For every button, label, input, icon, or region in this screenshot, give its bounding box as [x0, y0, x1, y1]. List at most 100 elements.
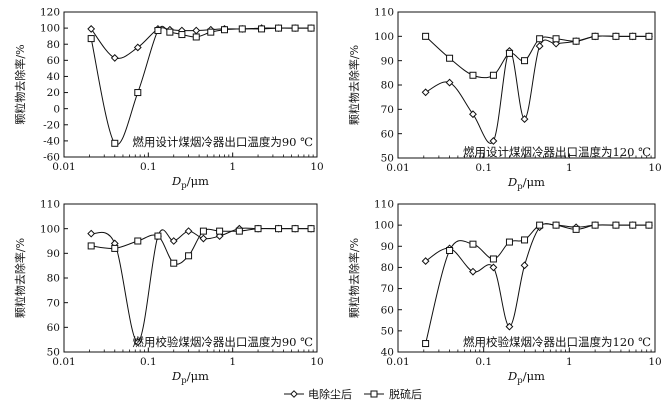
series-after-fgd [87, 24, 315, 147]
y-tick-label: 0 [53, 103, 60, 115]
legend-square-marker [370, 390, 378, 398]
y-tick-label: 40 [381, 347, 394, 359]
square-point [645, 221, 653, 229]
square-point [489, 255, 497, 263]
y-tick-label: 50 [381, 325, 394, 337]
y-tick-label: -40 [43, 135, 60, 147]
panel-annotation: 燃用校验煤烟冷器出口温度为90 ℃ [132, 335, 313, 349]
x-tick-label: 0.01 [386, 356, 409, 368]
diamond-point [421, 88, 430, 97]
y-tick-label: 70 [381, 104, 394, 116]
series-after-fgd [87, 225, 315, 267]
y-tick-label: -60 [43, 152, 60, 164]
square-point [446, 247, 454, 255]
x-axis-label-unit: /μm [187, 174, 209, 188]
x-axis-label: Dp/μm [507, 369, 545, 386]
square-point [645, 32, 653, 40]
square-point [521, 57, 529, 65]
y-tick-label: 80 [381, 80, 394, 92]
square-point [154, 232, 162, 240]
panel-annotation: 燃用校验煤烟冷器出口温度为120 ℃ [463, 335, 651, 349]
square-point [446, 54, 454, 62]
series-line [425, 223, 649, 328]
legend-diamond-marker [290, 390, 298, 398]
series-after-fgd [422, 32, 653, 79]
series-line [425, 35, 649, 144]
series-line [90, 27, 312, 60]
x-tick-label: 1 [229, 161, 236, 173]
x-tick-label: 10 [648, 356, 661, 368]
legend: 电除尘后 脱硫后 [284, 387, 422, 401]
square-point [199, 227, 207, 235]
series-after-esp [87, 224, 315, 347]
x-tick-label: 0.1 [475, 162, 492, 174]
y-tick-label: -20 [43, 119, 60, 131]
x-tick-label: 10 [648, 162, 661, 174]
square-point [505, 238, 513, 246]
square-point [178, 31, 186, 39]
x-tick-label: 10 [310, 356, 323, 368]
x-axis-label: Dp/μm [507, 175, 545, 192]
diamond-point [489, 263, 498, 272]
square-point [612, 32, 620, 40]
diamond-point [87, 25, 96, 33]
series-after-esp [421, 221, 653, 331]
y-axis-label: 颗粒物去除率/% [13, 238, 27, 318]
square-point [422, 32, 430, 40]
square-point [238, 25, 246, 33]
square-point [258, 25, 266, 33]
square-point [275, 225, 283, 233]
y-tick-label: 80 [47, 39, 60, 51]
x-axis-label-unit: /μm [187, 369, 209, 383]
square-point [536, 35, 544, 43]
square-point [521, 236, 529, 244]
y-tick-label: 90 [381, 241, 394, 253]
x-axis-label-subscript: p [181, 181, 187, 191]
x-axis-label-main: D [507, 369, 517, 383]
legend-item-after-esp: 电除尘后 [284, 387, 352, 401]
x-tick-label: 1 [229, 356, 236, 368]
series-after-fgd [422, 221, 653, 348]
y-tick-label: 60 [47, 55, 60, 67]
x-axis-label-main: D [507, 175, 517, 189]
y-tick-label: 100 [40, 223, 60, 235]
legend-label-after-fgd: 脱硫后 [389, 387, 422, 401]
square-point [422, 340, 430, 348]
y-tick-label: 70 [381, 283, 394, 295]
square-point [235, 227, 243, 235]
x-tick-label: 0.1 [140, 356, 157, 368]
x-tick-label: 0.01 [52, 356, 75, 368]
y-axis-label: 颗粒物去除率/% [347, 238, 361, 318]
diamond-point [87, 229, 96, 238]
square-point [275, 24, 283, 32]
diamond-point [199, 234, 208, 243]
x-axis-label-unit: /μm [523, 369, 545, 383]
y-tick-label: 60 [47, 322, 60, 334]
y-tick-label: 110 [374, 7, 394, 19]
chart-panel-design-coal-90: -60 -40 -20 0 20 40 60 80 100 120 0.01 0.1 1 10 颗粒物去除率… [13, 7, 324, 191]
x-tick-label: 0.01 [52, 161, 75, 173]
square-point [291, 24, 299, 32]
square-point [166, 28, 174, 36]
x-tick-label: 0.1 [140, 161, 157, 173]
diamond-point [469, 267, 477, 276]
series-line [425, 223, 649, 344]
x-tick-label: 1 [566, 162, 573, 174]
y-tick-label: 100 [374, 220, 394, 232]
y-tick-label: 110 [40, 199, 60, 211]
y-tick-label: 90 [381, 55, 394, 67]
square-point [111, 139, 119, 147]
square-point [87, 35, 95, 43]
diamond-point [133, 43, 142, 52]
legend-label-after-esp: 电除尘后 [308, 387, 352, 401]
diamond-point [520, 261, 529, 270]
square-point [591, 221, 599, 229]
square-point [505, 49, 513, 57]
square-point [572, 225, 580, 233]
square-point [307, 225, 315, 233]
plot-frame [397, 203, 656, 353]
x-tick-label: 0.01 [386, 162, 409, 174]
y-tick-label: 50 [381, 153, 394, 165]
y-tick-label: 40 [47, 71, 60, 83]
